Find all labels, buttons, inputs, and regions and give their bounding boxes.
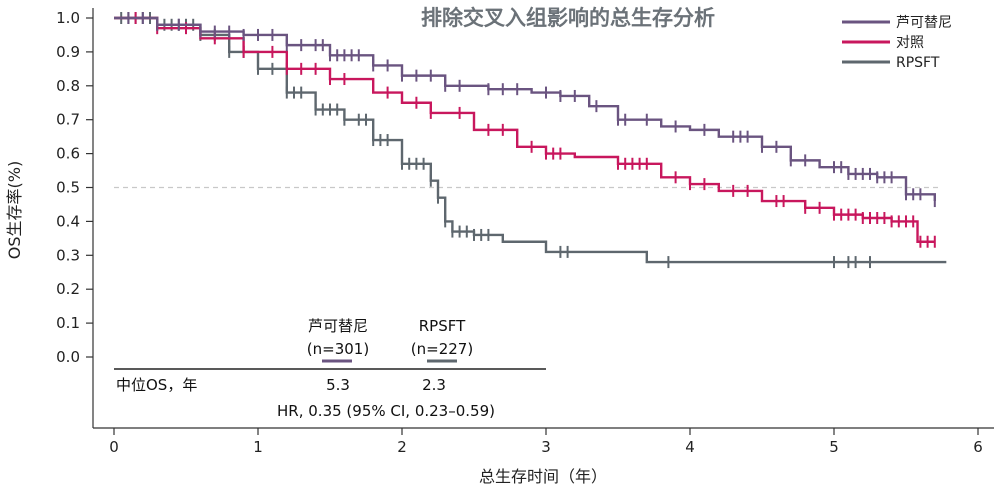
x-tick-label: 0 xyxy=(109,438,119,456)
y-tick-label: 0.7 xyxy=(56,111,80,129)
y-tick-label: 0.0 xyxy=(56,348,80,366)
hazard-ratio-text: HR, 0.35 (95% CI, 0.23–0.59) xyxy=(277,402,495,420)
x-axis-title: 总生存时间（年） xyxy=(479,467,607,486)
km-step-line xyxy=(114,16,947,264)
legend: 芦可替尼 对照 RPSFT xyxy=(842,15,952,71)
table-col1-n: (n=301) xyxy=(307,340,369,358)
x-tick-label: 1 xyxy=(253,438,263,456)
x-ticks: 0 1 2 3 4 5 6 xyxy=(109,428,983,456)
median-os-table: 芦可替尼 (n=301) RPSFT (n=227) 中位OS，年 5.3 2.… xyxy=(114,317,546,420)
x-tick-label: 5 xyxy=(829,438,839,456)
legend-label-ruxolitinib: 芦可替尼 xyxy=(896,15,952,31)
y-tick-label: 0.9 xyxy=(56,43,80,61)
table-col2-name: RPSFT xyxy=(419,317,466,335)
table-row-label: 中位OS，年 xyxy=(116,376,197,394)
table-col1-name: 芦可替尼 xyxy=(308,317,368,335)
y-tick-label: 0.8 xyxy=(56,77,80,95)
x-tick-label: 3 xyxy=(541,438,551,456)
x-tick-label: 6 xyxy=(973,438,983,456)
table-col2-n: (n=227) xyxy=(411,340,473,358)
series-layer xyxy=(114,12,947,269)
y-tick-label: 0.1 xyxy=(56,314,80,332)
y-tick-label: 0.4 xyxy=(56,212,80,230)
table-col1-value: 5.3 xyxy=(326,376,350,394)
y-tick-label: 0.5 xyxy=(56,179,80,197)
y-tick-label: 0.3 xyxy=(56,246,80,264)
series-1 xyxy=(114,12,936,248)
y-axis-title: OS生存率(%) xyxy=(5,161,24,259)
y-tick-label: 0.2 xyxy=(56,280,80,298)
chart-title: 排除交叉入组影响的总生存分析 xyxy=(421,6,715,30)
axes xyxy=(92,8,994,429)
y-tick-label: 1.0 xyxy=(56,9,80,27)
table-col2-value: 2.3 xyxy=(422,376,446,394)
y-ticks: 0.0 0.1 0.2 0.3 0.4 0.5 0.6 0.7 0.8 0.9 1.0 xyxy=(56,9,93,366)
legend-label-control: 对照 xyxy=(896,35,924,51)
legend-label-rpsft: RPSFT xyxy=(896,55,940,71)
series-0 xyxy=(114,12,936,208)
km-step-line xyxy=(114,16,936,202)
x-tick-label: 2 xyxy=(397,438,407,456)
series-2 xyxy=(114,12,947,269)
y-tick-label: 0.6 xyxy=(56,145,80,163)
x-tick-label: 4 xyxy=(685,438,695,456)
